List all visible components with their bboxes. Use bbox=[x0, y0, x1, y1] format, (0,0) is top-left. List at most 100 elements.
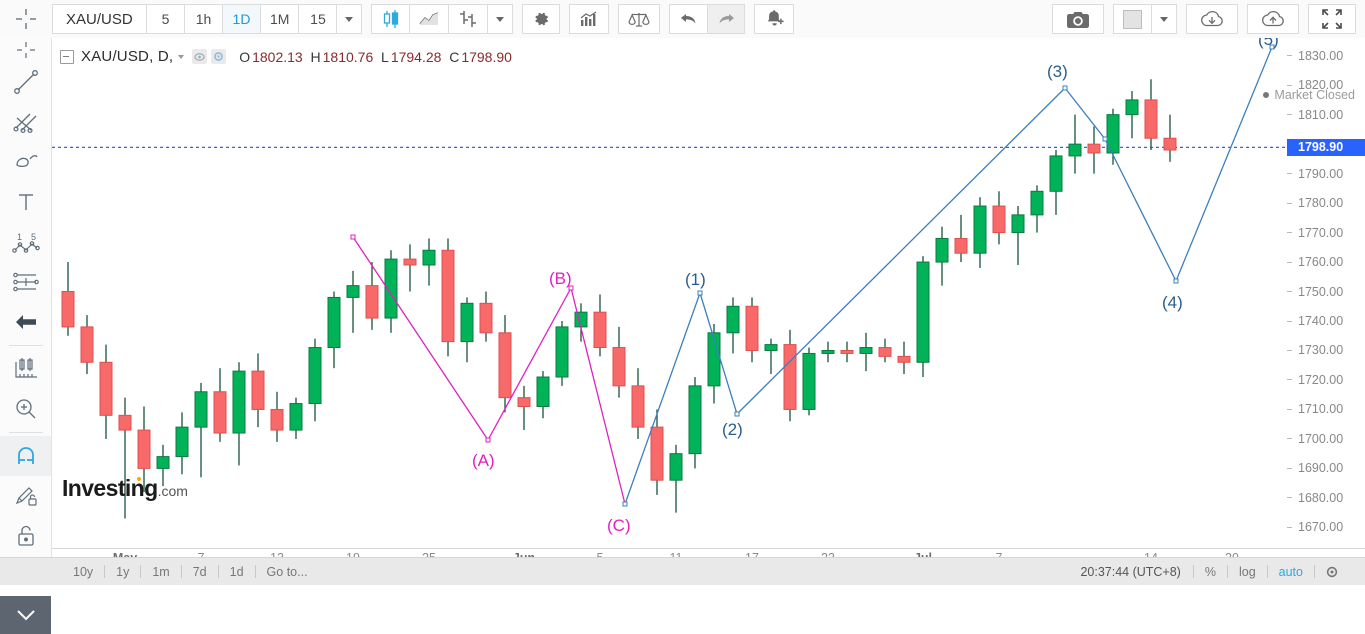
trendline-handle[interactable] bbox=[697, 290, 703, 296]
trendline-handle[interactable] bbox=[622, 501, 628, 507]
wave-12345-blue[interactable] bbox=[736, 87, 1066, 415]
candle bbox=[1144, 79, 1158, 151]
low-label: L bbox=[381, 48, 389, 65]
indicators-icon[interactable] bbox=[569, 4, 610, 34]
percent-scale-button[interactable]: % bbox=[1204, 564, 1216, 579]
gear-icon[interactable] bbox=[1315, 565, 1349, 579]
interval-1d[interactable]: 1D bbox=[222, 4, 260, 34]
wave-label[interactable]: (2) bbox=[722, 420, 743, 439]
theme-dropdown-button[interactable] bbox=[1151, 4, 1177, 34]
range-1y[interactable]: 1y bbox=[116, 564, 130, 579]
trendline-handle[interactable] bbox=[1102, 136, 1108, 142]
range-1m[interactable]: 1m bbox=[152, 564, 170, 579]
goto-button[interactable]: Go to... bbox=[266, 564, 308, 579]
gear-icon[interactable] bbox=[522, 4, 561, 34]
candle bbox=[1125, 91, 1139, 139]
divider bbox=[180, 565, 182, 578]
collapse-chevron-icon[interactable] bbox=[0, 596, 51, 634]
crosshair-cursor-icon[interactable] bbox=[0, 38, 51, 62]
eye-icon[interactable] bbox=[192, 49, 208, 64]
line-chart-icon[interactable] bbox=[409, 4, 449, 34]
fullscreen-icon[interactable] bbox=[1308, 4, 1356, 34]
redo-arrow-icon[interactable] bbox=[707, 4, 746, 34]
wave-label[interactable]: (C) bbox=[607, 516, 631, 535]
wave-12345-blue[interactable] bbox=[624, 292, 701, 505]
wave-label[interactable]: (5) bbox=[1258, 38, 1279, 49]
zoom-in-icon[interactable] bbox=[0, 389, 51, 429]
range-10y[interactable]: 10y bbox=[73, 564, 94, 579]
symbol-button[interactable]: XAU/USD bbox=[52, 4, 146, 34]
candle bbox=[954, 214, 968, 263]
undo-arrow-icon[interactable] bbox=[669, 4, 708, 34]
gear-icon[interactable] bbox=[211, 49, 227, 64]
arrow-left-icon[interactable] bbox=[0, 302, 51, 342]
candle bbox=[365, 262, 379, 330]
candle bbox=[669, 444, 683, 513]
wave-label[interactable]: (3) bbox=[1047, 62, 1068, 81]
price-tick: 1740.00 bbox=[1287, 313, 1365, 329]
camera-icon[interactable] bbox=[1052, 4, 1104, 34]
range-7d[interactable]: 7d bbox=[192, 564, 207, 579]
chevron-down-icon bbox=[345, 16, 354, 22]
range-1d[interactable]: 1d bbox=[229, 564, 244, 579]
wave-label[interactable]: (4) bbox=[1162, 293, 1183, 312]
price-axis[interactable]: 1830.00 1820.00 1810.00 1790.00 1780.00 1770.… bbox=[1287, 38, 1365, 548]
wave-12345-blue[interactable] bbox=[1104, 138, 1177, 282]
lock-icon[interactable] bbox=[0, 516, 51, 556]
auto-scale-button[interactable]: auto bbox=[1278, 564, 1303, 579]
wave-label[interactable]: (B) bbox=[549, 269, 572, 288]
chart-pane: XAU/USD, D, O 1802.13 H 1810.76 L 1794.28 C… bbox=[52, 38, 1365, 548]
wave-abc-magenta[interactable] bbox=[487, 287, 572, 441]
trendline-handle[interactable] bbox=[485, 437, 491, 443]
wave-12345-blue[interactable] bbox=[699, 292, 738, 415]
pitchfork-icon[interactable] bbox=[0, 102, 51, 142]
bar-chart-icon[interactable] bbox=[448, 4, 488, 34]
interval-15[interactable]: 15 bbox=[298, 4, 337, 34]
crosshair-icon[interactable] bbox=[0, 0, 52, 38]
wave-abc-magenta[interactable] bbox=[570, 287, 626, 505]
trendline-handle[interactable] bbox=[1173, 278, 1179, 284]
color-swatch-icon[interactable] bbox=[1113, 4, 1151, 34]
minus-box-icon[interactable] bbox=[60, 49, 74, 64]
trend-line-icon[interactable] bbox=[0, 62, 51, 102]
trendline-handle[interactable] bbox=[1269, 44, 1275, 50]
long-position-icon[interactable] bbox=[0, 262, 51, 302]
interval-5[interactable]: 5 bbox=[146, 4, 184, 34]
magnet-icon[interactable] bbox=[0, 436, 51, 476]
symbol-and-interval-group: XAU/USD 5 1h 1D 1M 15 bbox=[52, 4, 363, 34]
candlestick-plot[interactable]: (A) (B) (C) (1) (2) (3) (4) (5) Investing.com bbox=[52, 38, 1288, 548]
interval-dropdown-button[interactable] bbox=[336, 4, 363, 34]
indicators-group bbox=[569, 4, 610, 34]
cloud-upload-icon[interactable] bbox=[1247, 4, 1299, 34]
divider bbox=[254, 565, 256, 578]
wave-abc-magenta[interactable] bbox=[352, 236, 489, 441]
measure-icon[interactable] bbox=[0, 349, 51, 389]
svg-text:5: 5 bbox=[31, 232, 36, 242]
pencil-lock-icon[interactable] bbox=[0, 476, 51, 516]
wave-label[interactable]: (A) bbox=[472, 451, 495, 470]
chevron-down-icon[interactable] bbox=[178, 54, 185, 59]
log-scale-button[interactable]: log bbox=[1238, 564, 1256, 579]
trendline-handle[interactable] bbox=[734, 411, 740, 417]
interval-1h[interactable]: 1h bbox=[184, 4, 222, 34]
trendline-handle[interactable] bbox=[568, 285, 574, 291]
trendline-handle[interactable] bbox=[350, 234, 356, 240]
trendline-handle[interactable] bbox=[1062, 85, 1068, 91]
wave-12345-blue[interactable] bbox=[1175, 46, 1273, 282]
scales-icon[interactable] bbox=[618, 4, 661, 34]
divider bbox=[140, 565, 142, 578]
wave-12345-blue[interactable] bbox=[1064, 87, 1106, 140]
brush-icon[interactable] bbox=[0, 142, 51, 182]
text-tool-icon[interactable] bbox=[0, 182, 51, 222]
legend-symbol[interactable]: XAU/USD, D, bbox=[81, 48, 174, 65]
wave-label[interactable]: (1) bbox=[685, 270, 706, 289]
chart-type-dropdown-button[interactable] bbox=[487, 4, 514, 34]
cloud-download-icon[interactable] bbox=[1186, 4, 1238, 34]
bell-plus-icon[interactable] bbox=[754, 4, 795, 34]
price-tick: 1810.00 bbox=[1287, 107, 1365, 123]
candlestick-icon[interactable] bbox=[371, 4, 410, 34]
interval-1m[interactable]: 1M bbox=[260, 4, 299, 34]
candle bbox=[840, 341, 854, 363]
